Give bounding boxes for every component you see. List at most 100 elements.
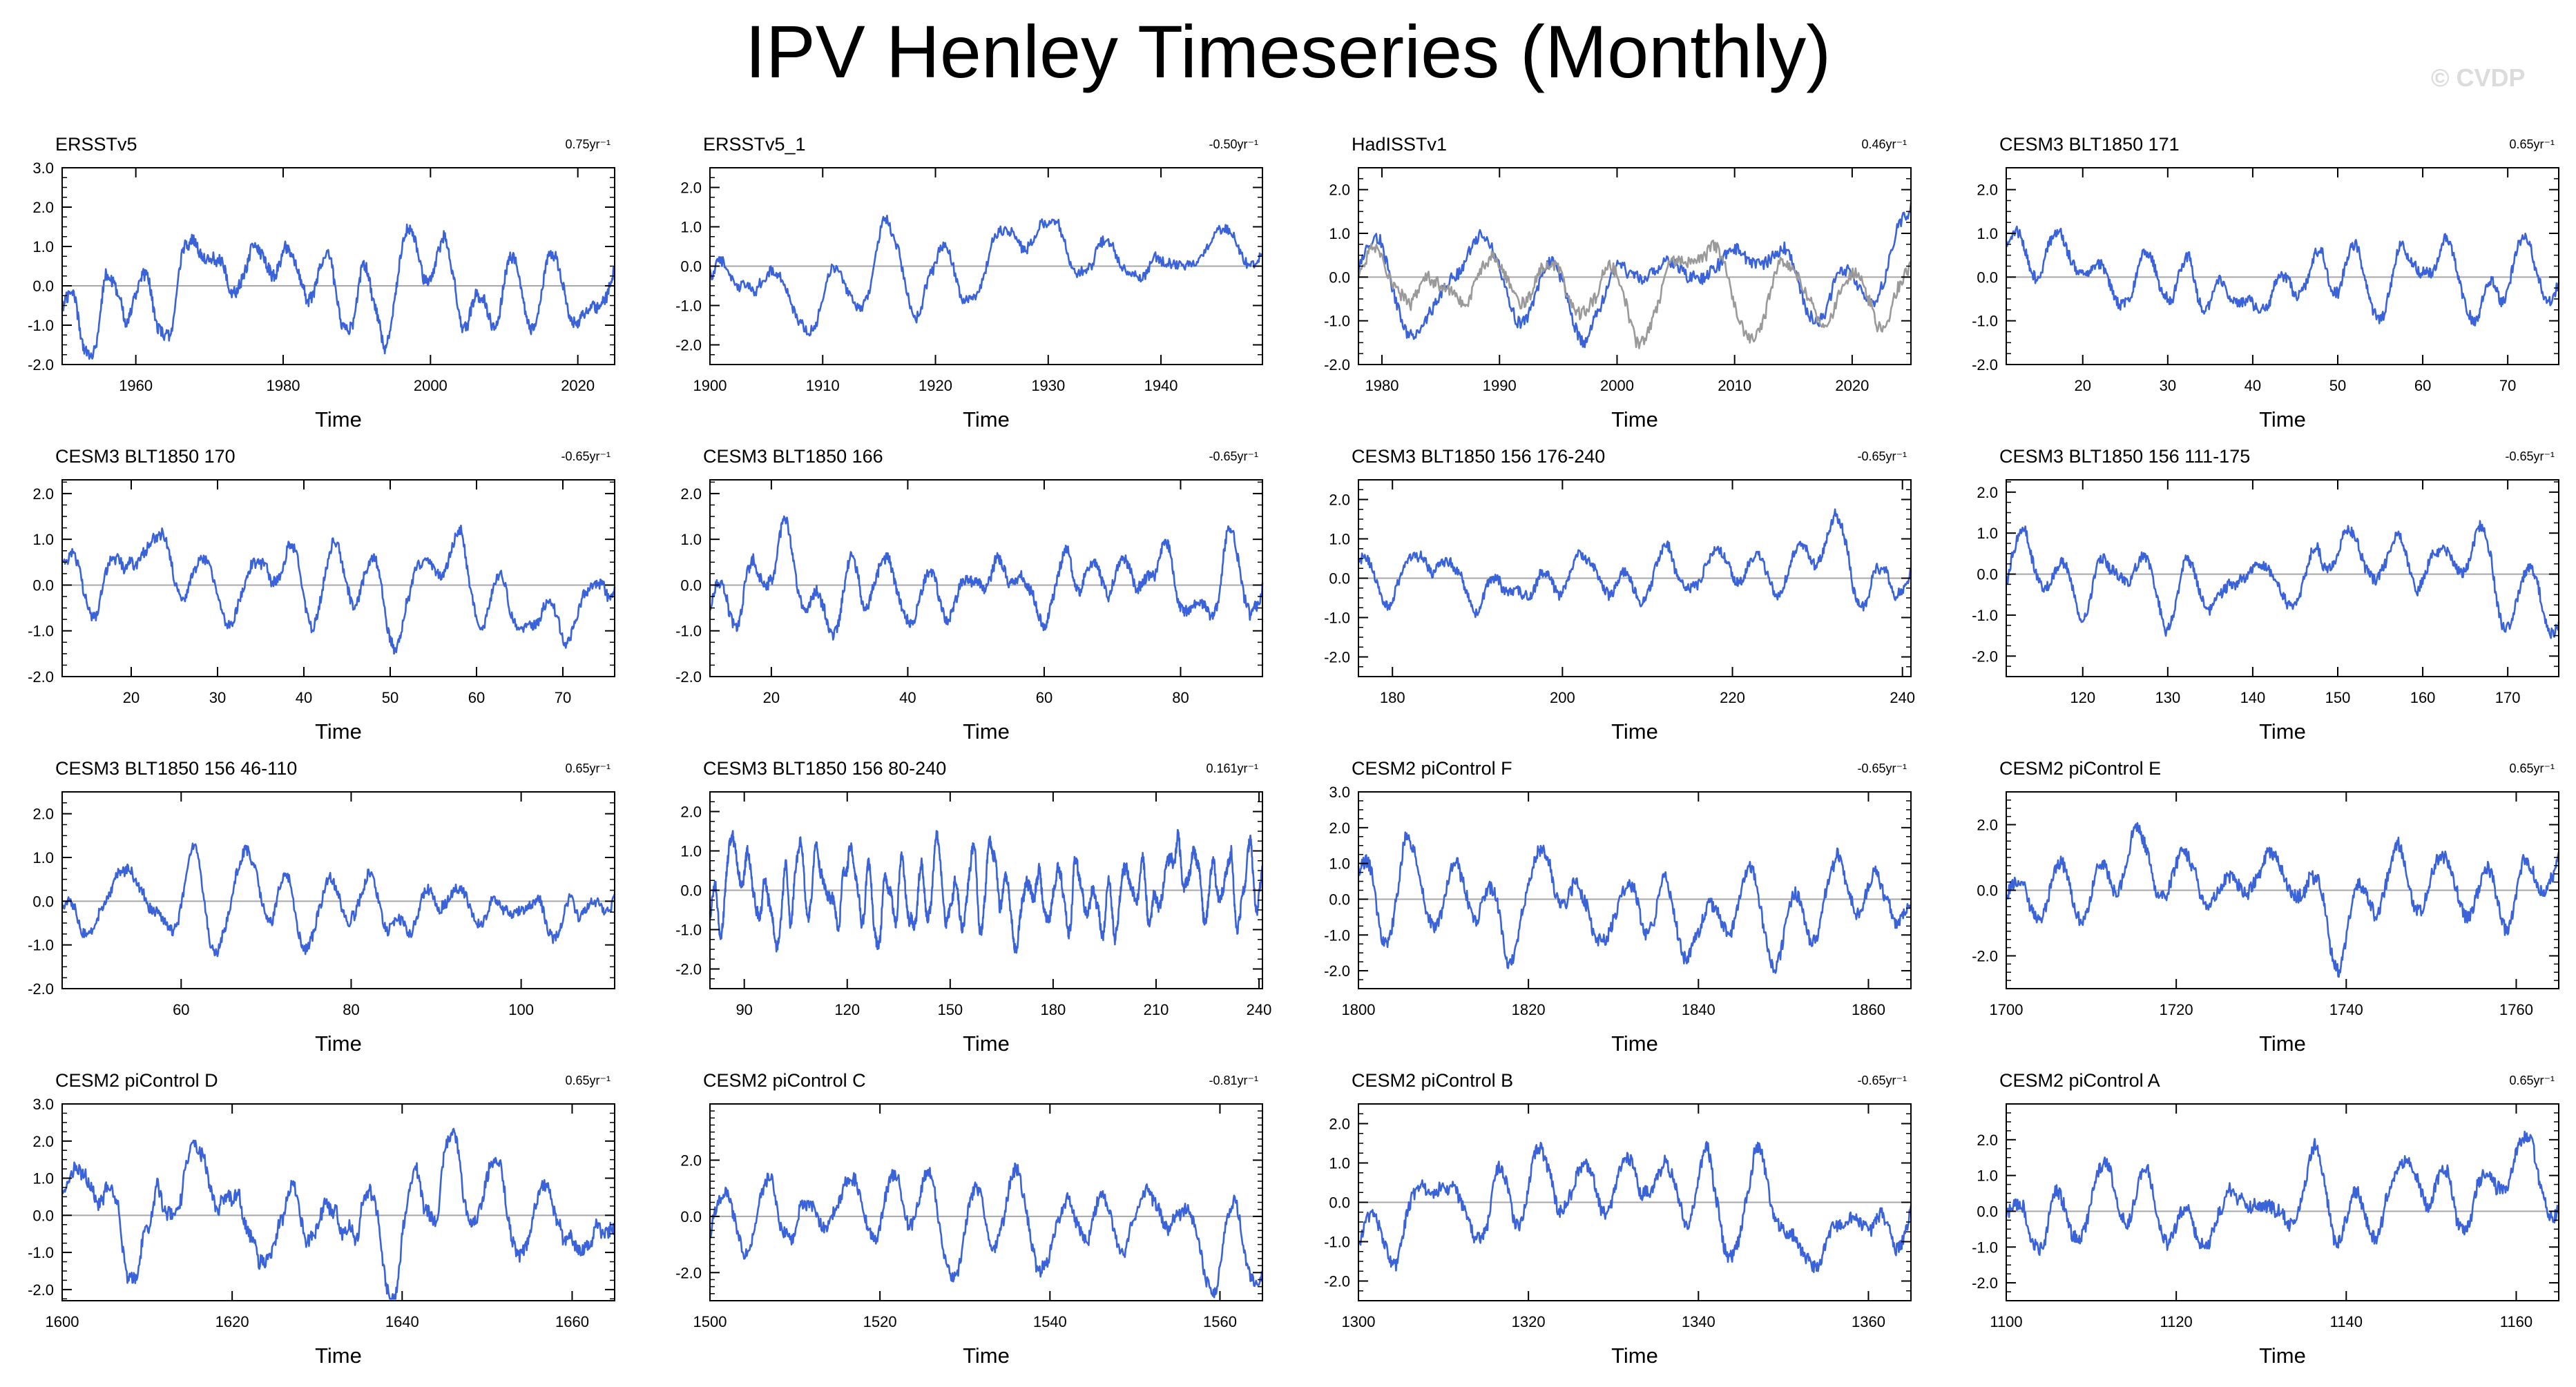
series-line [1357,831,1912,974]
trend-label: -0.65yr⁻¹ [1209,449,1258,463]
panel-title: CESM3 BLT1850 170 [55,446,236,467]
x-tick-label: 1540 [1033,1313,1067,1330]
x-tick-label: 150 [937,1001,963,1018]
trend-label: -0.65yr⁻¹ [2505,449,2555,463]
x-axis-label: Time [963,407,1010,431]
x-tick-label: 1910 [806,377,840,394]
y-tick-label: 0.0 [1329,570,1350,588]
x-tick-label: 1160 [2500,1313,2532,1330]
y-tick-label: 2.0 [32,1133,54,1150]
chart-panel: CESM2 piControl B -0.65yr⁻¹ -2.0 -1.0 0.0 1.0… [1324,1070,1912,1368]
x-axis-label: Time [2259,1344,2306,1368]
x-tick-label: 1520 [863,1313,897,1330]
panel-title: CESM2 piControl C [703,1070,866,1091]
y-tick-label: 2.0 [680,1152,702,1169]
chart-panel: CESM2 piControl F -0.65yr⁻¹ -2.0 -1.0 0.0 1.0… [1324,758,1912,1056]
y-tick-label: -2.0 [28,668,54,686]
x-tick-label: 30 [209,689,226,706]
y-tick-label: -1.0 [1972,607,1998,624]
panel-title: ERSSTv5 [55,134,137,155]
x-axis-label: Time [963,1031,1010,1056]
x-tick-label: 1340 [1682,1313,1715,1330]
trend-label: 0.46yr⁻¹ [1861,137,1907,151]
x-axis-label: Time [315,1344,362,1368]
y-tick-label: 2.0 [1329,1116,1350,1133]
x-tick-label: 1840 [1682,1001,1715,1018]
trend-label: 0.161yr⁻¹ [1206,762,1258,775]
y-tick-label: 1.0 [680,843,702,860]
panel-title: CESM3 BLT1850 156 46-110 [55,758,297,779]
plot-frame [709,1103,1263,1301]
panel-title: CESM3 BLT1850 156 80-240 [703,758,946,779]
y-tick-label: 0.0 [1977,566,1998,583]
y-tick-label: 2.0 [1329,819,1350,837]
x-tick-label: 180 [1380,689,1405,706]
x-tick-label: 1930 [1031,377,1065,394]
x-tick-label: 120 [834,1001,860,1018]
plot-frame [61,479,615,677]
chart-panel: CESM3 BLT1850 166 -0.65yr⁻¹ -2.0 -1.0 0.0 1.0… [675,446,1264,744]
y-tick-label: 0.0 [32,576,54,594]
plot-frame [61,1103,615,1301]
x-tick-label: 1120 [2160,1313,2192,1330]
trend-label: 0.65yr⁻¹ [2509,1074,2555,1087]
y-tick-label: 0.0 [32,893,54,910]
y-tick-label: 0.0 [680,882,702,900]
y-tick-label: -1.0 [1324,927,1350,944]
x-tick-label: 120 [2070,689,2095,706]
y-tick-label: 1.0 [1977,1167,1998,1185]
y-tick-label: -2.0 [1324,356,1350,374]
x-tick-label: 1100 [1990,1313,2022,1330]
y-tick-label: -1.0 [28,937,54,954]
chart-panel: CESM3 BLT1850 156 176-240 -0.65yr⁻¹ -2.0 -1… [1324,446,1915,744]
plot-frame [2006,479,2559,677]
x-tick-label: 2000 [414,377,448,394]
panel-title: CESM2 piControl F [1352,758,1512,779]
y-tick-label: 1.0 [32,531,54,548]
x-tick-label: 1980 [1365,377,1399,394]
x-tick-label: 240 [1890,689,1915,706]
trend-label: -0.81yr⁻¹ [1209,1074,1258,1087]
x-tick-label: 170 [2495,689,2521,706]
x-tick-label: 1940 [1144,377,1178,394]
y-tick-label: 2.0 [1977,817,1998,834]
x-tick-label: 70 [555,689,571,706]
plot-frame [61,791,615,989]
x-tick-label: 80 [1172,689,1189,706]
plot-frame [709,479,1263,677]
y-tick-label: -2.0 [675,337,702,354]
x-axis-label: Time [315,1031,362,1056]
x-tick-label: 40 [296,689,312,706]
y-tick-label: 1.0 [32,238,54,255]
chart-panel: CESM2 piControl D 0.65yr⁻¹ -2.0 -1.0 0.0 1.0 2… [28,1070,616,1368]
x-tick-label: 180 [1041,1001,1066,1018]
x-tick-label: 100 [508,1001,534,1018]
series-line [2005,225,2560,327]
y-tick-label: 2.0 [1977,484,1998,501]
y-tick-label: 0.0 [32,278,54,295]
y-tick-label: 0.0 [1329,269,1350,286]
x-tick-label: 20 [123,689,140,706]
panel-title: CESM3 BLT1850 171 [1999,134,2180,155]
x-tick-label: 200 [1550,689,1575,706]
x-tick-label: 1360 [1852,1313,1885,1330]
y-tick-label: 1.0 [1977,525,1998,542]
x-tick-label: 50 [2329,377,2346,394]
x-axis-label: Time [963,719,1010,744]
trend-label: -0.50yr⁻¹ [1209,137,1258,151]
y-tick-label: -2.0 [675,1264,702,1281]
x-tick-label: 60 [1036,689,1052,706]
y-tick-label: 1.0 [680,531,702,548]
x-tick-label: 160 [2410,689,2436,706]
trend-label: -0.65yr⁻¹ [1857,1074,1907,1087]
y-tick-label: 2.0 [32,806,54,823]
y-tick-label: 2.0 [1977,1132,1998,1149]
y-tick-label: 3.0 [32,159,54,177]
x-tick-label: 220 [1720,689,1745,706]
y-tick-label: 0.0 [680,258,702,275]
panel-title: CESM2 piControl E [1999,758,2161,779]
series-line [709,214,1263,337]
chart-panel: CESM2 piControl A 0.65yr⁻¹ -2.0 -1.0 0.0 1.0 2… [1972,1070,2560,1368]
y-tick-label: 1.0 [1329,855,1350,873]
